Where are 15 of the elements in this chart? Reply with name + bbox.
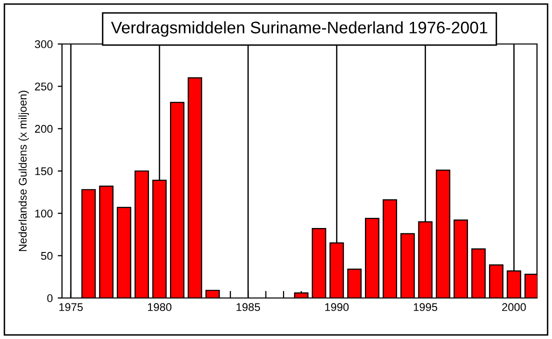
x-tick-label: 2000 <box>502 303 526 312</box>
y-tick-label: 0 <box>47 294 53 302</box>
chart-title: Verdragsmiddelen Suriname-Nederland 1976-2001 <box>111 21 488 37</box>
y-tick-label: 300 <box>34 40 53 48</box>
y-tick-label: 150 <box>35 167 53 176</box>
y-axis-title: Nederlandse Guldens (x miljoen) <box>18 90 29 251</box>
y-tick-label: 100 <box>35 210 53 218</box>
x-tick-label: 1980 <box>148 303 172 312</box>
y-tick-label: 250 <box>34 82 53 90</box>
x-tick-label: 1975 <box>59 303 83 312</box>
x-tick-label: 1995 <box>414 303 438 312</box>
y-tick-label: 200 <box>34 124 53 133</box>
x-tick-label: 1990 <box>325 303 349 312</box>
x-tick-label: 1985 <box>236 303 260 312</box>
y-tick-label: 50 <box>41 252 53 260</box>
